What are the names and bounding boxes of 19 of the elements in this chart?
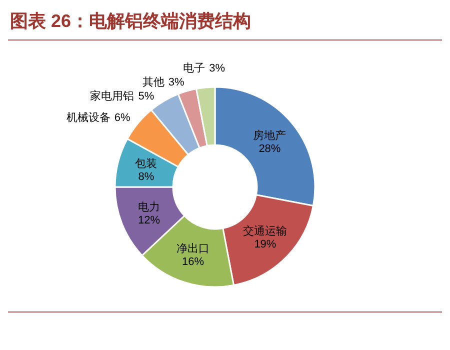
slice-label: 净出口 bbox=[176, 242, 210, 256]
data-label: 28% bbox=[258, 143, 281, 156]
data-label: 12% bbox=[138, 214, 160, 227]
data-label: 5% bbox=[138, 90, 154, 102]
data-label: 6% bbox=[114, 112, 130, 124]
slice-label: 其他 bbox=[142, 75, 164, 88]
slice-label: 交通运输 bbox=[243, 224, 288, 238]
slice-label: 机械设备 bbox=[66, 110, 110, 124]
data-label: 8% bbox=[138, 170, 154, 183]
slice-label: 电子 bbox=[183, 62, 206, 75]
slice-label: 包装 bbox=[135, 156, 158, 170]
chart-title: 图表 26：电解铝终端消费结构 bbox=[10, 11, 252, 31]
slice-label: 电力 bbox=[138, 200, 160, 214]
data-label: 19% bbox=[254, 238, 276, 251]
data-label: 3% bbox=[209, 62, 226, 75]
slice-label: 家电用铝 bbox=[90, 89, 134, 102]
data-label: 3% bbox=[168, 76, 185, 88]
data-label: 16% bbox=[182, 256, 204, 268]
slice-label: 房地产 bbox=[253, 129, 286, 142]
